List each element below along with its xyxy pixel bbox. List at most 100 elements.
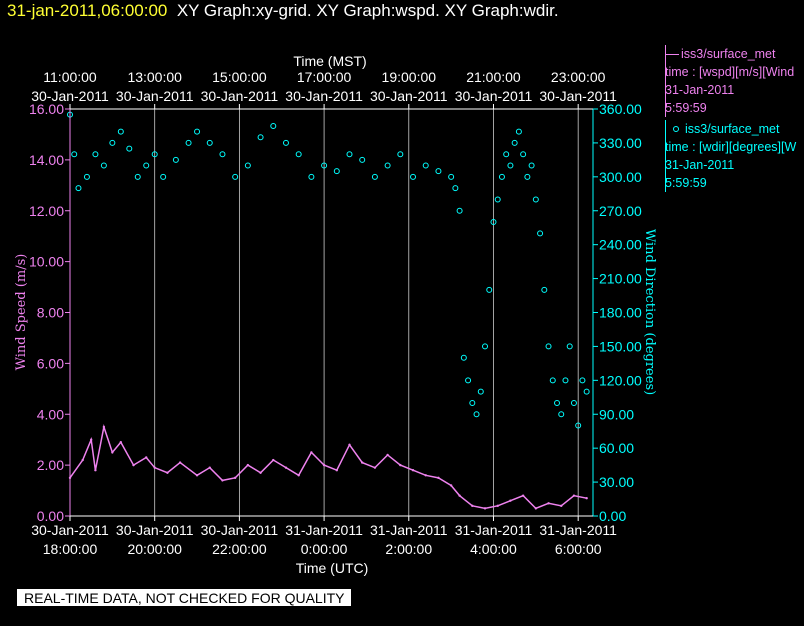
wspd-series — [68, 424, 588, 510]
wdir-point — [75, 185, 82, 192]
wdir-point — [583, 388, 590, 395]
y-right-tick-label: 0.00 — [599, 508, 626, 524]
wspd-point — [496, 504, 499, 508]
wdir-point — [219, 151, 226, 158]
wspd-point — [509, 499, 512, 502]
wdir-point — [185, 139, 192, 146]
legend-dot-swatch — [673, 126, 679, 132]
x-axis-top-label: Time (MST) — [293, 53, 366, 69]
x-bottom-tick-date: 31-Jan-2011 — [370, 522, 448, 538]
wdir-point — [257, 134, 264, 141]
wdir-point — [566, 343, 573, 350]
wdir-point — [346, 151, 353, 158]
wdir-point — [384, 162, 391, 169]
wspd-point — [233, 476, 237, 480]
x-bottom-tick-date: 31-Jan-2011 — [285, 522, 363, 538]
wdir-point — [435, 168, 442, 175]
y-right-tick-label: 30.00 — [599, 474, 634, 490]
y-axis-left-label: Wind Speed (m/s) — [14, 254, 29, 371]
wspd-point — [166, 471, 169, 474]
wdir-point — [92, 151, 99, 158]
wdir-point — [511, 139, 518, 146]
wspd-point — [310, 451, 313, 454]
legend-wdir-name: iss3/surface_met — [685, 122, 780, 136]
y-right-tick-label: 180.00 — [599, 305, 642, 321]
wdir-point — [545, 343, 552, 350]
wdir-point — [151, 151, 158, 158]
wspd-point — [483, 507, 487, 510]
wspd-point — [521, 494, 525, 497]
wdir-point — [541, 286, 548, 293]
y-left-tick-label: 4.00 — [37, 406, 64, 422]
wdir-point — [448, 173, 455, 180]
wspd-point — [102, 425, 106, 429]
y-right-tick-label: 150.00 — [599, 338, 642, 354]
y-left-tick-label: 12.00 — [29, 203, 64, 219]
wspd-point — [284, 466, 288, 469]
wdir-point — [537, 230, 544, 237]
wdir-point — [270, 122, 277, 129]
wdir-point — [134, 173, 141, 180]
wspd-point — [572, 494, 576, 497]
wdir-point — [244, 162, 251, 169]
x-top-tick-time: 23:00:00 — [551, 69, 606, 85]
wspd-point — [560, 504, 563, 508]
y-left-tick-label: 2.00 — [37, 457, 64, 473]
wspd-point — [208, 466, 211, 469]
wdir-point — [507, 162, 514, 169]
y-axis-right-label: Wind Direction (degrees) — [642, 229, 657, 395]
wdir-point — [452, 185, 459, 192]
x-top-tick-time: 13:00:00 — [127, 69, 182, 85]
wdir-point — [515, 128, 522, 135]
wdir-point — [126, 145, 133, 152]
wspd-point — [246, 463, 250, 467]
y-right-tick-label: 120.00 — [599, 372, 642, 388]
x-bottom-tick-date: 30-Jan-2011 — [201, 522, 279, 538]
wspd-point — [437, 476, 440, 480]
x-axis-bottom-label: Time (UTC) — [296, 560, 369, 576]
y-right-tick-label: 270.00 — [599, 203, 642, 219]
wdir-point — [494, 196, 501, 203]
wdir-point — [359, 156, 366, 163]
wspd-point — [178, 461, 182, 464]
legend-wdir: iss3/surface_met time : [wdir][degrees][… — [665, 120, 804, 192]
y-left-tick-label: 14.00 — [29, 152, 64, 168]
wdir-point — [520, 151, 527, 158]
wdir-point — [206, 139, 213, 146]
x-top-tick-date: 30-Jan-2011 — [201, 88, 279, 104]
x-top-tick-time: 21:00:00 — [466, 69, 521, 85]
wspd-point — [89, 438, 93, 441]
x-top-tick-date: 30-Jan-2011 — [116, 88, 194, 104]
wspd-point — [94, 469, 97, 472]
wdir-point — [109, 139, 116, 146]
wspd-point — [361, 461, 364, 464]
wdir-point — [460, 354, 467, 361]
legend-line-swatch — [665, 53, 679, 55]
y-left-tick-label: 0.00 — [37, 508, 64, 524]
wspd-point — [111, 451, 114, 454]
legend-wdir-variable: time : [wdir][degrees][W — [665, 140, 797, 154]
wspd-point — [585, 496, 588, 500]
wspd-point — [534, 507, 538, 510]
wspd-point — [458, 494, 461, 497]
wdir-point — [83, 173, 90, 180]
wdir-point — [532, 196, 539, 203]
x-top-tick-date: 30-Jan-2011 — [285, 88, 363, 104]
wdir-point — [490, 219, 497, 226]
x-top-tick-time: 11:00:00 — [43, 69, 97, 85]
x-top-tick-date: 30-Jan-2011 — [370, 88, 448, 104]
wdir-point — [482, 343, 489, 350]
y-right-tick-label: 330.00 — [599, 135, 642, 151]
legend-wspd-bracket — [665, 45, 666, 117]
wdir-point — [473, 411, 480, 418]
y-left-tick-label: 10.00 — [29, 254, 64, 270]
wdir-point — [194, 128, 201, 135]
header-timestamp: 31-jan-2011,06:00:00 — [7, 1, 168, 20]
x-top-tick-date: 30-Jan-2011 — [539, 88, 617, 104]
x-top-tick-date: 30-Jan-2011 — [31, 88, 109, 104]
wdir-point — [524, 173, 531, 180]
wdir-point — [469, 399, 476, 406]
x-bottom-tick-time: 0:00:00 — [301, 541, 348, 557]
wdir-point — [282, 139, 289, 146]
wspd-point — [449, 484, 453, 487]
